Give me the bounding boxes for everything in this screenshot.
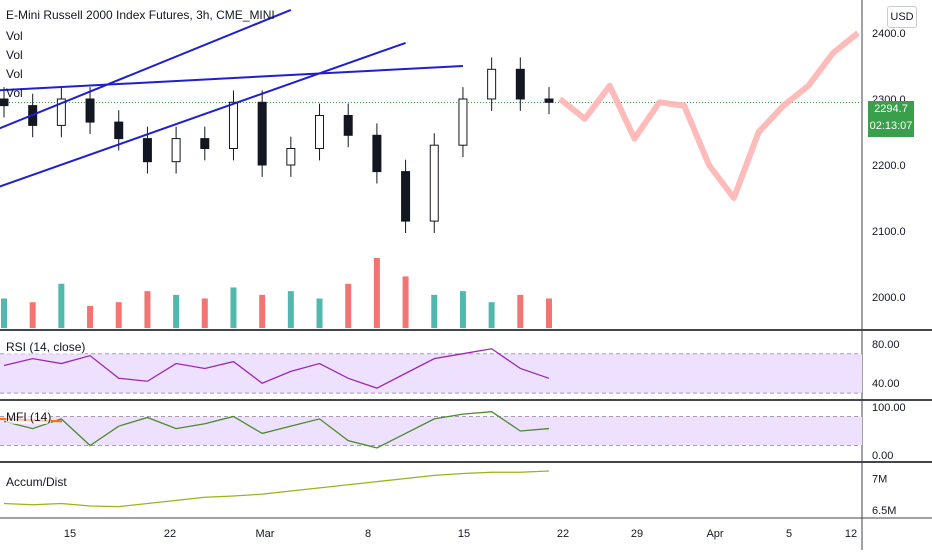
time-tick-label: 29 [631, 528, 643, 540]
volume-bar [173, 294, 180, 328]
candle-body [228, 101, 238, 150]
price-tick-label: 2400.0 [872, 28, 906, 40]
price-tick-label: 2200.0 [872, 160, 906, 172]
ad-tick-label: 6.5M [872, 505, 896, 517]
vol-label-4: Vol [6, 86, 23, 100]
vol-label-1: Vol [6, 29, 23, 43]
chart-title: E-Mini Russell 2000 Index Futures, 3h, C… [6, 8, 275, 22]
candle-body [0, 98, 9, 107]
rsi-tick-label: 40.00 [872, 378, 900, 390]
time-tick-label: 8 [365, 528, 371, 540]
volume-bar [517, 294, 524, 328]
candle-body [171, 138, 181, 163]
volume-bar [201, 298, 208, 328]
time-tick-label: 22 [164, 528, 176, 540]
ad-pane-label: Accum/Dist [6, 475, 67, 489]
volume-bar [402, 276, 409, 328]
volume-bar [230, 287, 237, 328]
ad-tick-label: 7M [872, 474, 887, 486]
last-price-countdown: 02:13:07 [869, 120, 913, 132]
price-tick-label: 2100.0 [872, 226, 906, 238]
rsi-pane-label: RSI (14, close) [6, 340, 86, 354]
rsi-line [3, 348, 550, 389]
candle-body [56, 98, 66, 126]
time-tick-label: 12 [845, 528, 857, 540]
volume-bar [459, 291, 466, 328]
volume-bar [1, 298, 7, 328]
candle-body [257, 101, 267, 166]
time-tick-label: Apr [706, 528, 723, 540]
volume-bar [287, 291, 294, 328]
channel-line [0, 8, 292, 130]
mfi-line [3, 410, 550, 449]
time-tick-label: 22 [557, 528, 569, 540]
vol-label-2: Vol [6, 48, 23, 62]
last-price-value: 2294.7 [874, 103, 908, 115]
mfi-tick-label: 100.00 [872, 402, 906, 414]
volume-bar [488, 302, 495, 328]
projection-path [558, 30, 860, 201]
candle-body [487, 68, 497, 100]
candle-body [85, 98, 95, 123]
candle-body [515, 68, 525, 100]
mfi-band [0, 416, 862, 446]
volume-bar [373, 258, 380, 328]
ad-line [3, 470, 550, 508]
volume-bar [431, 294, 438, 328]
rsi-tick-label: 80.00 [872, 339, 900, 351]
candle-body [286, 148, 296, 166]
volume-bar [259, 294, 266, 328]
time-tick-label: 15 [458, 528, 470, 540]
candle-body [401, 171, 411, 222]
candle-body [458, 98, 468, 146]
channel-line [0, 41, 406, 188]
candle-body [114, 121, 124, 140]
volume-bar [345, 283, 352, 328]
last-price-badge: 2294.7 02:13:07 [868, 101, 914, 137]
volume-bar [546, 298, 552, 328]
time-tick-label: 5 [786, 528, 792, 540]
price-tick-label: 2000.0 [872, 292, 906, 304]
volume-bar [115, 302, 122, 328]
chart-marks: 2400.02300.02200.02100.02000.080.0040.00… [0, 8, 906, 540]
candle-body [429, 144, 439, 222]
mfi-pane-label: MFI (14) [6, 410, 52, 424]
candle-body [200, 138, 210, 150]
volume-bar [144, 291, 151, 328]
volume-bar [58, 283, 65, 328]
mfi-tick-label: 0.00 [872, 450, 893, 462]
time-tick-label: 15 [64, 528, 76, 540]
candle-body [142, 138, 152, 163]
channel-line [0, 65, 463, 92]
candle-body [544, 98, 554, 103]
currency-button[interactable]: USD [887, 6, 917, 28]
volume-bar [87, 305, 94, 328]
time-tick-label: Mar [256, 528, 275, 540]
candle-body [372, 134, 382, 173]
volume-bar [29, 302, 36, 328]
vol-label-3: Vol [6, 67, 23, 81]
candle-body [343, 115, 353, 136]
volume-bar [316, 298, 323, 328]
candle-body [315, 115, 325, 149]
